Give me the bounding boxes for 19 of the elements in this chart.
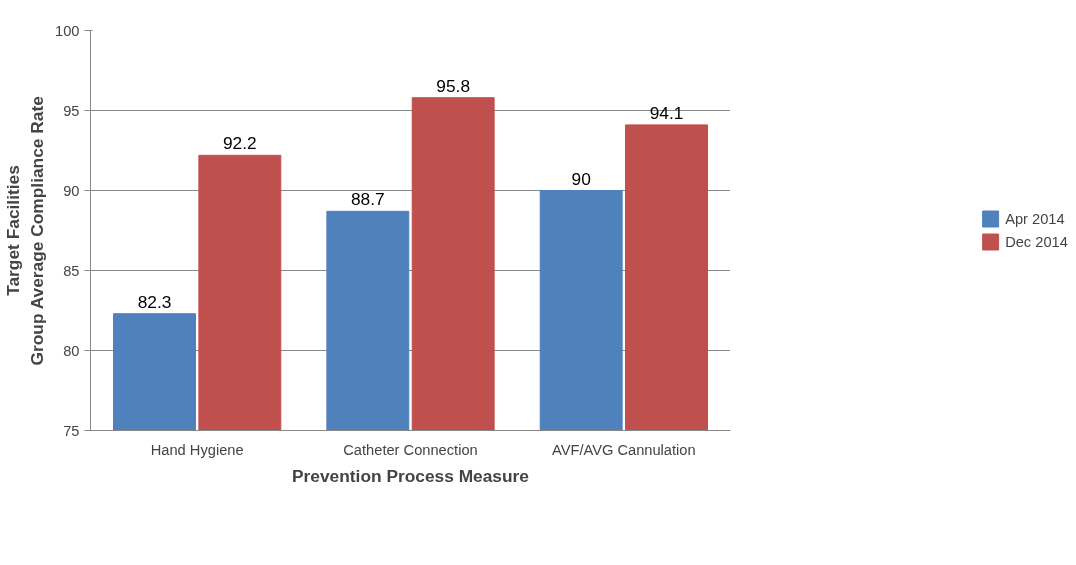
y-tick-label: 95 [63,102,80,119]
data-label: 88.7 [350,189,385,210]
data-label: 90 [571,168,591,189]
legend-label: Apr 2014 [1005,210,1065,227]
legend-label: Dec 2014 [1005,233,1068,250]
y-tick-label: 100 [55,22,80,39]
data-label: 82.3 [137,291,172,312]
x-tick-label: AVF/AVG Cannulation [552,441,696,458]
data-label: 95.8 [436,75,471,96]
data-label: 92.2 [222,133,257,154]
y-tick-label: 85 [63,262,80,279]
y-tick-label: 75 [63,422,80,439]
y-tick-label: 80 [63,342,80,359]
x-tick-label: Catheter Connection [343,441,478,458]
x-axis-title: Prevention Process Measure [292,465,530,486]
y-axis-title: Target Facilities Group Average Compliance Rate [3,95,48,366]
y-tick-label: 90 [63,182,80,199]
x-tick-label: Hand Hygiene [150,441,244,458]
data-label: 94.1 [649,102,684,123]
